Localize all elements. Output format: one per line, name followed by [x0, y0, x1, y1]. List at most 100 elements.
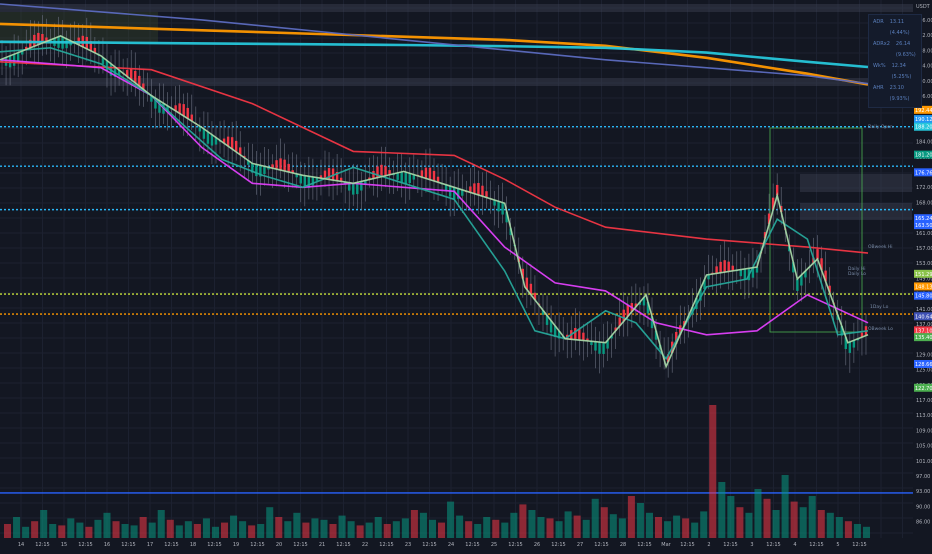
candle-body [481, 185, 484, 197]
price-tick: 212.00 [916, 33, 932, 39]
candle-body [230, 137, 234, 150]
volume-bar [266, 507, 274, 538]
price-tick: 105.00 [916, 444, 932, 450]
price-tick: 125.00 [916, 368, 932, 374]
candle-body [226, 136, 230, 147]
price-badge-label: 192.44 [915, 108, 932, 114]
candle-body [105, 60, 109, 72]
price-badge [914, 150, 932, 159]
candle-body [174, 105, 177, 111]
volume-bar [284, 521, 292, 538]
volume-bar [139, 517, 147, 538]
volume-bar [447, 501, 455, 538]
volume-bar [356, 525, 364, 538]
time-tick: 12:15 [766, 542, 780, 548]
candle-body [473, 183, 476, 194]
candle-body [804, 270, 807, 278]
volume-bar [410, 510, 418, 538]
candle-body [279, 158, 282, 171]
time-tick: 2 [707, 542, 710, 548]
price-tick: 172.00 [916, 185, 932, 191]
order-block [769, 127, 863, 333]
candle-body [828, 285, 831, 293]
candle-body [767, 213, 771, 224]
candle-body [287, 163, 290, 173]
volume-bar [130, 525, 138, 538]
candle-body [610, 335, 613, 339]
volume-bar [49, 524, 57, 538]
time-tick: 14 [18, 542, 24, 548]
candle-body [816, 249, 819, 260]
candle-body [727, 261, 730, 272]
candle-body [93, 47, 97, 53]
candle-body [311, 176, 315, 186]
candle-body [707, 274, 710, 280]
candle-body [606, 340, 609, 349]
time-tick: 12:15 [465, 542, 479, 548]
candle-body [796, 278, 799, 291]
candle-body [356, 182, 359, 195]
time-tick: 5 [836, 542, 839, 548]
time-tick: 27 [577, 542, 583, 548]
volume-bar [582, 519, 590, 538]
time-tick: 12:15 [809, 542, 823, 548]
candle-body [234, 140, 238, 152]
candle-body [380, 164, 383, 177]
time-tick: 12:15 [207, 542, 221, 548]
volume-bar [664, 521, 672, 538]
time-tick: 22 [362, 542, 368, 548]
candle-body [202, 128, 206, 139]
volume-bar [293, 512, 301, 538]
candle-body [319, 175, 323, 179]
candle-body [505, 211, 508, 223]
candle-body [493, 200, 496, 206]
price-badge [914, 115, 932, 124]
volume-bar [808, 496, 816, 538]
candle-body [614, 327, 617, 331]
time-tick: 12:15 [680, 542, 694, 548]
legend-value: 13.11 (4.44%) [889, 19, 910, 36]
volume-bar [718, 482, 726, 538]
candle-body [582, 332, 585, 341]
volume-bar [627, 496, 635, 538]
price-badge [914, 214, 932, 223]
price-tick: 93.00 [916, 489, 930, 495]
time-tick: 12:15 [723, 542, 737, 548]
price-tick: 113.00 [916, 413, 932, 419]
time-tick: 17 [147, 542, 153, 548]
time-tick: 12:15 [551, 542, 565, 548]
candle-body [497, 201, 500, 212]
candle-body [125, 70, 129, 77]
price-badge-label: 165.24 [915, 216, 932, 222]
stats-legend: ADR 13.11 (4.44%) ADRx2 26.14 (9.63%) Wk… [868, 14, 922, 108]
volume-bar [799, 507, 807, 538]
volume-bar [528, 510, 536, 538]
volume-bar [257, 524, 265, 538]
candle-body [263, 166, 266, 175]
volume-bar [329, 524, 337, 538]
volume-bar [600, 507, 608, 538]
price-tick: 216.00 [916, 18, 932, 24]
volume-bar [175, 525, 183, 538]
time-tick: 12:15 [637, 542, 651, 548]
time-tick: 28 [620, 542, 626, 548]
candle-body [529, 283, 533, 295]
candle-body [800, 274, 803, 286]
time-tick: 19 [233, 542, 239, 548]
price-badge [914, 168, 932, 177]
candle-body [594, 341, 597, 351]
ma-line-3 [0, 59, 869, 336]
price-badge-label: 176.76 [915, 170, 932, 176]
time-tick: 12:15 [35, 542, 49, 548]
candle-body [683, 321, 686, 326]
legend-label: AHR [873, 85, 884, 91]
candle-body [222, 138, 226, 144]
candle-body [428, 167, 432, 180]
volume-bar [537, 517, 545, 538]
candle-body [372, 171, 375, 179]
candle-body [650, 316, 654, 329]
volume-bar [645, 512, 653, 538]
volume-bar [564, 511, 572, 538]
